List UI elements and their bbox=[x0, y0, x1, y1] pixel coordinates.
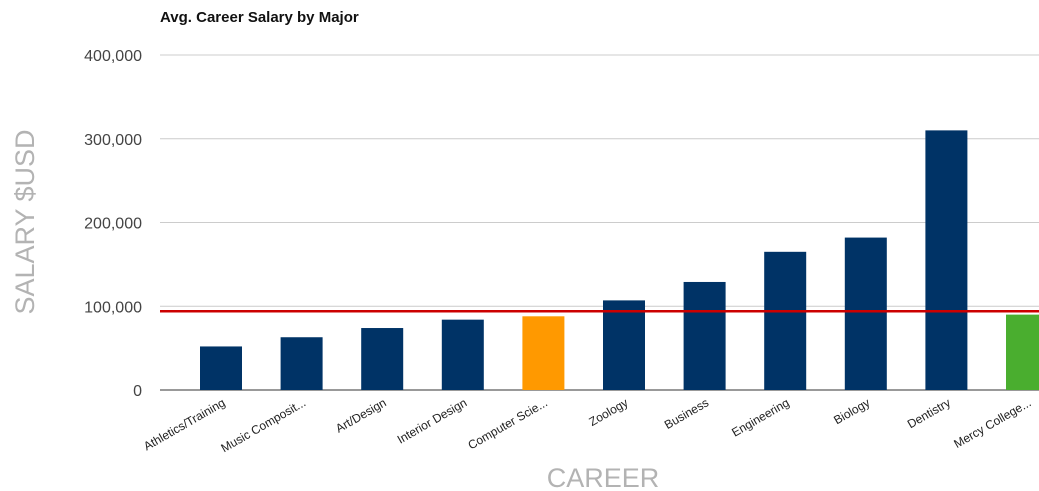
bar bbox=[361, 328, 404, 390]
bar bbox=[925, 130, 968, 390]
bar bbox=[683, 281, 726, 390]
x-tick-label: Zoology bbox=[587, 395, 631, 428]
y-axis-label: SALARY $USD bbox=[10, 129, 40, 314]
bar bbox=[522, 316, 565, 390]
x-tick-label: Engineering bbox=[729, 395, 791, 439]
x-tick-label: Business bbox=[662, 395, 711, 431]
x-tick-label: Computer Scie... bbox=[465, 395, 549, 452]
x-tick-label: Interior Design bbox=[395, 395, 470, 446]
x-tick-label: Music Composit... bbox=[219, 395, 309, 455]
y-tick-label: 0 bbox=[133, 383, 142, 400]
x-tick-label: Biology bbox=[831, 395, 872, 427]
bars bbox=[200, 130, 1039, 390]
bar bbox=[764, 251, 807, 390]
gridlines bbox=[160, 54, 1039, 391]
bar bbox=[844, 237, 887, 390]
y-tick-label: 200,000 bbox=[84, 216, 142, 233]
y-tick-label: 400,000 bbox=[84, 48, 142, 65]
bar bbox=[603, 300, 645, 390]
x-axis-label: CAREER bbox=[547, 463, 660, 491]
bar bbox=[441, 319, 484, 390]
x-tick-label: Art/Design bbox=[333, 395, 389, 435]
y-tick-label: 100,000 bbox=[84, 299, 142, 316]
chart-title: Avg. Career Salary by Major bbox=[160, 9, 359, 26]
bar bbox=[200, 346, 242, 390]
x-tick-label: Athletics/Training bbox=[141, 395, 227, 453]
x-tick-label: Mercy College... bbox=[951, 395, 1033, 450]
bar bbox=[1006, 314, 1039, 390]
bar bbox=[280, 337, 323, 390]
x-tick-label: Dentistry bbox=[905, 395, 953, 431]
y-tick-label: 300,000 bbox=[84, 132, 142, 149]
y-tick-labels: 0 100,000 200,000 300,000 400,000 bbox=[84, 48, 142, 400]
